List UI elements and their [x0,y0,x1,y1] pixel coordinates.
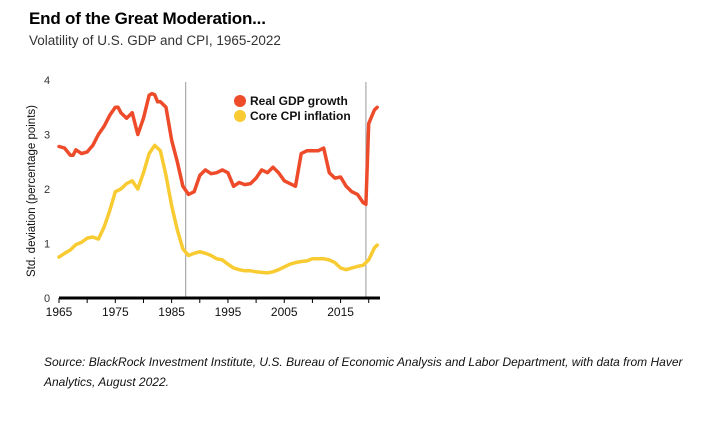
chart-title: End of the Great Moderation... [29,9,266,28]
y-tick-label: 1 [44,239,50,251]
x-tick-label: 2005 [271,305,298,319]
legend-swatch [234,110,246,122]
source-note: Source: BlackRock Investment Institute, … [44,355,683,389]
series-line-cpi [57,143,379,275]
legend-label: Real GDP growth [250,94,348,108]
y-tick-label: 3 [44,130,50,142]
x-tick-label: 1985 [158,305,185,319]
y-tick-label: 0 [44,293,50,305]
y-tick-label: 4 [44,75,50,87]
x-tick-label: 1995 [215,305,242,319]
line-chart: Std. deviation (percentage points) 0 1 2 3 4… [26,75,380,319]
series-line-gdp [57,91,379,207]
y-tick-label: 2 [44,184,50,196]
x-tick-label: 2015 [327,305,354,319]
x-tick-label: 1965 [46,305,73,319]
x-tick-label: 1975 [102,305,129,319]
y-axis-label: Std. deviation (percentage points) [26,105,38,277]
legend-label: Core CPI inflation [250,109,351,123]
chart-subtitle: Volatility of U.S. GDP and CPI, 1965-202… [29,33,281,48]
legend-swatch [234,95,246,107]
